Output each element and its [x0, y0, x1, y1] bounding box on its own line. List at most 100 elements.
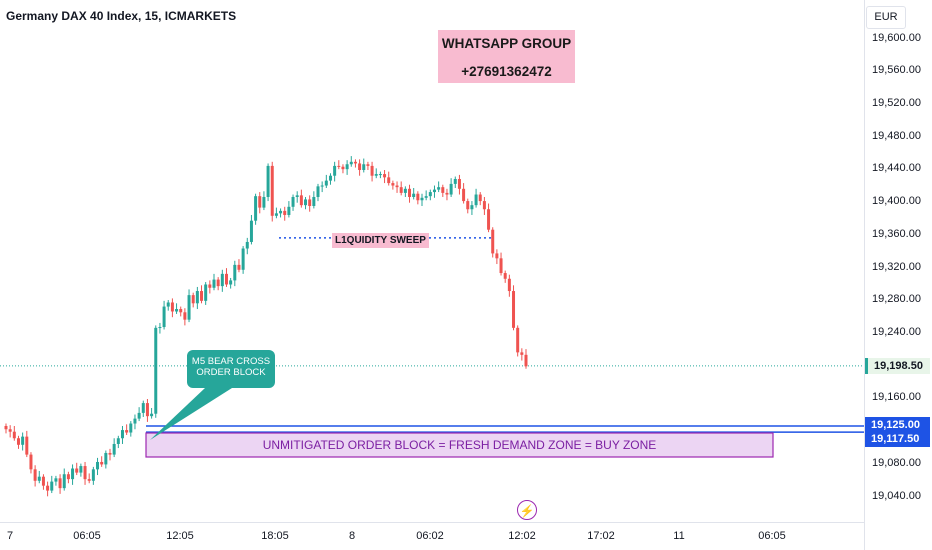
candle-body [445, 192, 449, 195]
candle-body [474, 194, 478, 206]
candle-body [341, 166, 345, 170]
order-block-callout-line2: ORDER BLOCK [196, 367, 266, 378]
candle-body [328, 175, 332, 181]
candle-body [100, 461, 104, 465]
candle-body [37, 476, 41, 481]
candle-body [266, 165, 270, 197]
candle-body [166, 302, 170, 307]
candle-body [258, 196, 262, 208]
candle-body [470, 205, 474, 210]
time-axis-divider [0, 522, 864, 523]
candle-body [320, 185, 324, 187]
candle-body [200, 291, 204, 301]
candle-body [46, 485, 50, 491]
candle-body [345, 164, 349, 170]
candle-body [358, 163, 362, 170]
candle-body [150, 413, 154, 417]
candle-body [237, 264, 241, 270]
candle-body [158, 327, 162, 329]
candle-body [262, 196, 266, 208]
candle-body [129, 423, 133, 433]
candle-body [204, 284, 208, 301]
demand-zone-rect [145, 432, 774, 458]
zone-bottom-price-tag: 19,117.50 [865, 431, 930, 448]
candle-body [104, 452, 108, 465]
candle-body [120, 430, 124, 439]
candle-body [524, 354, 528, 367]
candle-body [316, 186, 320, 197]
candle-body [125, 430, 129, 433]
candle-body [482, 201, 486, 210]
candle-body [308, 199, 312, 206]
time-tick-label: 06:02 [416, 530, 444, 542]
candle-body [154, 327, 158, 414]
candle-body [254, 196, 258, 221]
liquidity-sweep-label: L1QUIDITY SWEEP [332, 233, 429, 248]
candle-body [408, 188, 412, 197]
candle-body [191, 295, 195, 304]
candle-body [249, 220, 253, 242]
price-tick-label: 19,520.00 [872, 96, 921, 109]
price-axis-divider [864, 0, 865, 550]
candle-body [62, 474, 66, 489]
candle-body [337, 165, 341, 167]
price-tick-label: 19,600.00 [872, 31, 921, 44]
candle-body [54, 478, 58, 482]
order-block-callout[interactable]: M5 BEAR CROSS ORDER BLOCK [187, 350, 275, 388]
candle-body [145, 403, 149, 417]
candle-body [370, 165, 374, 176]
candle-body [83, 466, 87, 480]
current-price-tag: 19,198.50 [865, 357, 930, 374]
candle-body [462, 188, 466, 202]
candle-body [495, 253, 499, 259]
candle-body [391, 183, 395, 186]
candle-body [333, 165, 337, 176]
candle-body [299, 195, 303, 206]
candle-body [71, 468, 75, 480]
candle-body [283, 210, 287, 215]
candle-body [112, 443, 116, 455]
chart-title: Germany DAX 40 Index, 15, ICMARKETS [6, 9, 237, 23]
price-tick-label: 19,160.00 [872, 391, 921, 404]
candle-body [478, 194, 482, 202]
candle-body [441, 187, 445, 193]
candle-body [25, 436, 29, 455]
candle-body [516, 327, 520, 353]
time-tick-label: 12:02 [508, 530, 536, 542]
candle-body [208, 284, 212, 288]
candle-body [96, 461, 100, 470]
candle-body [374, 174, 378, 176]
candle-body [212, 279, 216, 288]
time-tick-label: 7 [6, 530, 14, 542]
candle-body [137, 412, 141, 419]
currency-selector[interactable]: EUR [866, 6, 906, 29]
price-tick-label: 19,280.00 [872, 293, 921, 306]
candle-body [362, 164, 366, 170]
candle-body [29, 454, 33, 470]
lightning-icon[interactable]: ⚡ [517, 500, 537, 520]
candle-body [245, 241, 249, 249]
candle-body [12, 431, 16, 439]
candle-body [108, 452, 112, 455]
candle-body [507, 278, 511, 292]
candle-body [187, 295, 191, 320]
candle-body [274, 213, 278, 216]
candle-body [4, 425, 8, 430]
candle-body [432, 189, 436, 193]
candle-body [424, 196, 428, 198]
candle-body [224, 273, 228, 285]
candle-body [170, 302, 174, 312]
candle-body [21, 436, 25, 445]
candle-body [270, 165, 274, 216]
price-tick-label: 19,480.00 [872, 129, 921, 142]
price-tick-label: 19,560.00 [872, 64, 921, 77]
candle-body [383, 174, 387, 178]
candle-body [41, 476, 45, 486]
candle-body [175, 309, 179, 312]
candle-body [412, 193, 416, 197]
candle-body [353, 161, 357, 164]
candle-body [75, 468, 79, 473]
candle-body [387, 177, 391, 184]
candle-body [324, 180, 328, 186]
